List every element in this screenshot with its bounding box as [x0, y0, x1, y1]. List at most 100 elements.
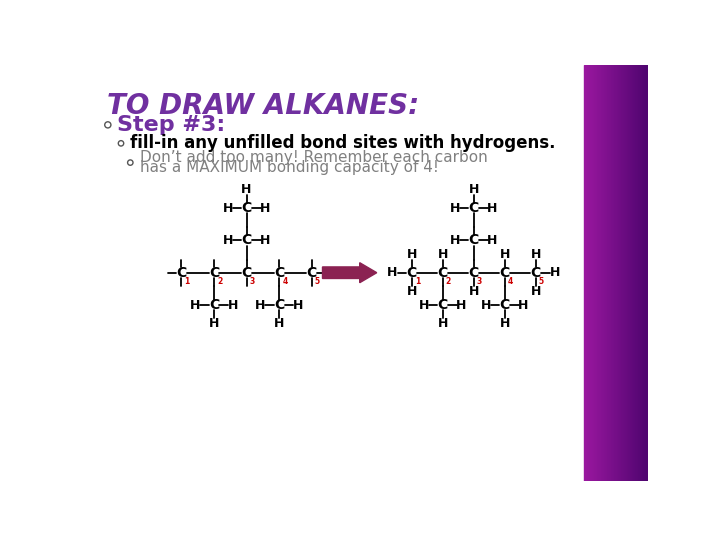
- FancyArrow shape: [323, 262, 377, 283]
- Bar: [611, 65, 612, 481]
- Bar: [596, 65, 597, 481]
- Bar: [594, 65, 595, 481]
- Text: H: H: [222, 201, 233, 214]
- Text: H: H: [456, 299, 467, 312]
- Bar: [616, 65, 617, 481]
- Bar: [637, 65, 638, 481]
- Bar: [586, 65, 587, 481]
- Bar: [622, 65, 624, 481]
- Bar: [613, 65, 614, 481]
- Bar: [589, 65, 590, 481]
- Bar: [641, 65, 642, 481]
- Text: 5: 5: [539, 276, 544, 286]
- Bar: [612, 65, 613, 481]
- Text: H: H: [274, 317, 284, 330]
- Text: C: C: [241, 233, 252, 247]
- Bar: [631, 65, 632, 481]
- Text: C: C: [469, 233, 479, 247]
- Bar: [599, 65, 600, 481]
- Bar: [614, 65, 615, 481]
- Bar: [634, 65, 635, 481]
- Bar: [603, 65, 604, 481]
- Bar: [585, 65, 586, 481]
- Bar: [646, 65, 647, 481]
- Text: H: H: [500, 317, 510, 330]
- Text: H: H: [419, 299, 429, 312]
- Bar: [619, 65, 620, 481]
- Text: H: H: [487, 234, 498, 247]
- Bar: [606, 65, 607, 481]
- Text: H: H: [260, 201, 270, 214]
- Text: C: C: [274, 266, 284, 280]
- Text: H: H: [228, 299, 238, 312]
- Bar: [609, 65, 610, 481]
- Bar: [620, 65, 621, 481]
- Text: 3: 3: [250, 276, 255, 286]
- Text: C: C: [531, 266, 541, 280]
- Bar: [621, 65, 622, 481]
- Bar: [600, 65, 601, 481]
- Text: C: C: [274, 298, 284, 312]
- Bar: [593, 65, 594, 481]
- Bar: [602, 65, 603, 481]
- Text: H: H: [487, 201, 498, 214]
- Text: C: C: [469, 201, 479, 215]
- Text: H: H: [260, 234, 270, 247]
- Text: H: H: [190, 299, 201, 312]
- Text: 4: 4: [508, 276, 513, 286]
- Bar: [598, 65, 599, 481]
- Text: C: C: [438, 298, 448, 312]
- Text: C: C: [407, 266, 417, 280]
- Text: H: H: [450, 234, 460, 247]
- Bar: [629, 65, 630, 481]
- Text: H: H: [450, 201, 460, 214]
- Text: C: C: [500, 266, 510, 280]
- Text: 1: 1: [184, 276, 190, 286]
- Text: H: H: [406, 285, 417, 298]
- Text: C: C: [438, 266, 448, 280]
- Text: C: C: [241, 266, 252, 280]
- Text: H: H: [531, 248, 541, 261]
- Text: Don’t add too many! Remember each carbon: Don’t add too many! Remember each carbon: [140, 150, 487, 165]
- Bar: [591, 65, 592, 481]
- Text: C: C: [307, 266, 317, 280]
- Text: C: C: [209, 266, 219, 280]
- Text: C: C: [209, 298, 219, 312]
- Text: H: H: [222, 234, 233, 247]
- Text: 1: 1: [415, 276, 420, 286]
- Bar: [624, 65, 625, 481]
- Text: H: H: [241, 183, 252, 196]
- Text: 4: 4: [282, 276, 287, 286]
- Text: C: C: [500, 298, 510, 312]
- Text: H: H: [438, 248, 448, 261]
- Bar: [605, 65, 606, 481]
- Text: H: H: [292, 299, 303, 312]
- Text: H: H: [438, 317, 448, 330]
- Bar: [647, 65, 648, 481]
- Bar: [645, 65, 646, 481]
- Bar: [638, 65, 639, 481]
- Bar: [595, 65, 596, 481]
- Text: H: H: [406, 248, 417, 261]
- Bar: [628, 65, 629, 481]
- Text: H: H: [481, 299, 491, 312]
- Bar: [625, 65, 626, 481]
- Text: H: H: [531, 285, 541, 298]
- Text: C: C: [176, 266, 186, 280]
- Text: H: H: [209, 317, 219, 330]
- Bar: [618, 65, 619, 481]
- Text: C: C: [469, 266, 479, 280]
- Bar: [597, 65, 598, 481]
- Bar: [590, 65, 591, 481]
- Text: TO DRAW ALKANES:: TO DRAW ALKANES:: [107, 92, 419, 120]
- Bar: [639, 65, 640, 481]
- Bar: [607, 65, 608, 481]
- Bar: [640, 65, 641, 481]
- Text: 2: 2: [217, 276, 222, 286]
- Bar: [630, 65, 631, 481]
- Bar: [604, 65, 605, 481]
- Text: fill-in any unfilled bond sites with hydrogens.: fill-in any unfilled bond sites with hyd…: [130, 134, 556, 152]
- Text: H: H: [256, 299, 266, 312]
- Text: has a MAXIMUM bonding capacity of 4!: has a MAXIMUM bonding capacity of 4!: [140, 160, 438, 176]
- Text: H: H: [469, 285, 479, 298]
